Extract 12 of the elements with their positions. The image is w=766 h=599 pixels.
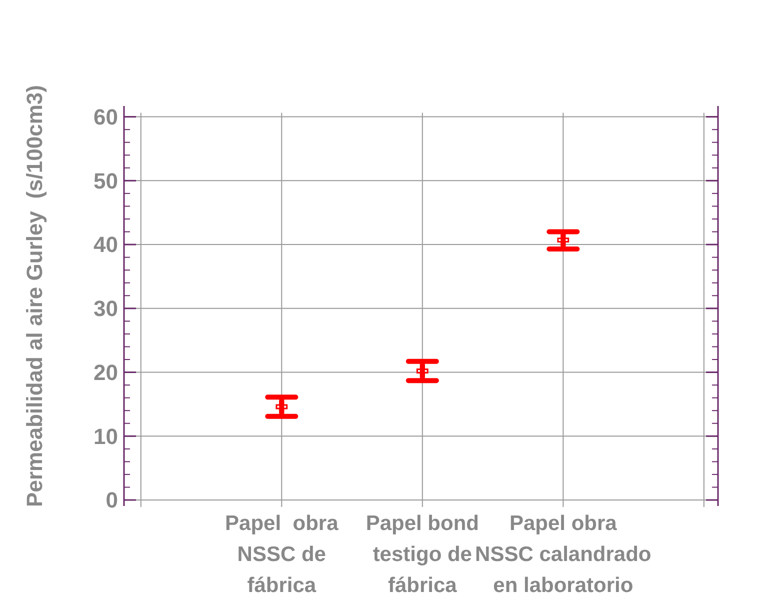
x-tick-label: Papel obra NSSC de fábrica	[225, 512, 339, 597]
y-tick-label: 30	[94, 296, 118, 322]
y-tick-label: 60	[94, 104, 118, 130]
y-tick-label: 50	[94, 168, 118, 194]
y-axis-title: Permeabilidad al aire Gurley (s/100cm3)	[22, 85, 47, 507]
point	[557, 234, 570, 246]
y-tick-label: 10	[94, 424, 118, 449]
y-tick-label: 0	[106, 488, 118, 513]
y-tick-label: 40	[94, 232, 118, 258]
y-tick-label: 20	[94, 360, 118, 385]
point	[416, 365, 428, 377]
point	[276, 400, 288, 413]
